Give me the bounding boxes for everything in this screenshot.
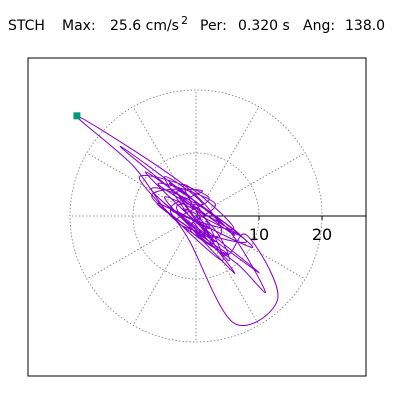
r-tick-label: 20 (312, 225, 332, 244)
angle-label: Ang: (303, 18, 335, 34)
peak-marker (73, 112, 81, 120)
grid-spoke (132, 215, 197, 326)
plot-area (69, 89, 366, 343)
grid-spoke (86, 215, 197, 280)
plot-frame (27, 57, 367, 377)
orbit-line (75, 115, 279, 326)
max-value: 25.6 cm/s (110, 18, 179, 34)
r-tick-label: 10 (249, 225, 269, 244)
period-label: Per: (200, 18, 227, 34)
max-exponent: 2 (181, 14, 188, 27)
angle-value: 138.0 (345, 18, 385, 34)
max-label: Max: (62, 18, 96, 34)
grid-spoke (195, 152, 306, 217)
period-value: 0.320 s (238, 18, 290, 34)
station: STCH (8, 18, 45, 34)
